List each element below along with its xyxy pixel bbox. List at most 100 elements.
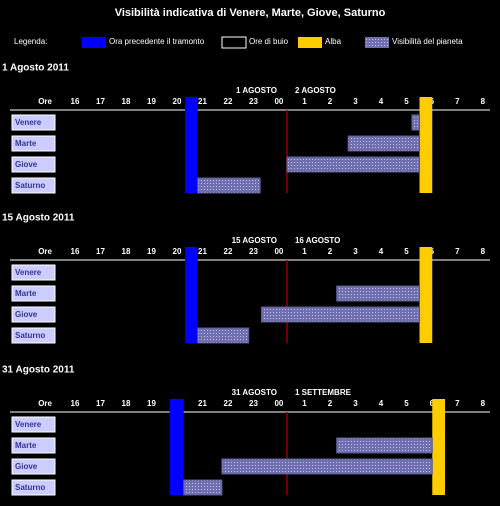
row-label: Saturno	[15, 483, 45, 492]
visibility-bar	[183, 479, 223, 496]
row-label: Giove	[15, 310, 38, 319]
day-label: 1 AGOSTO	[236, 86, 277, 95]
x-tick-label: 21	[198, 247, 207, 256]
row-label: Venere	[15, 118, 42, 127]
visibility-bar	[260, 306, 421, 323]
legend-swatch	[82, 37, 106, 48]
axis-title: Ore	[38, 247, 52, 256]
panel-title: 15 Agosto 2011	[2, 213, 75, 224]
x-tick-label: 1	[302, 399, 307, 408]
visibility-bar	[197, 327, 250, 344]
row-label: Venere	[15, 268, 42, 277]
x-tick-label: 18	[122, 399, 131, 408]
x-tick-label: 7	[455, 97, 460, 106]
x-tick-label: 8	[481, 97, 486, 106]
legend-label: Ora precedente il tramonto	[109, 37, 205, 46]
legend-label: Alba	[325, 37, 342, 46]
x-tick-label: 1	[302, 247, 307, 256]
x-tick-label: 19	[147, 97, 156, 106]
panel-title: 31 Agosto 2011	[2, 365, 75, 376]
x-tick-label: 17	[96, 399, 105, 408]
x-tick-label: 8	[481, 399, 486, 408]
x-tick-label: 17	[96, 247, 105, 256]
row-label-box	[11, 306, 56, 323]
row-label-box	[11, 156, 56, 173]
row-label: Marte	[15, 441, 37, 450]
x-tick-label: 5	[404, 97, 409, 106]
dawn-band	[432, 399, 446, 495]
visibility-bar	[347, 135, 421, 152]
sunset-band	[184, 247, 198, 343]
x-tick-label: 6	[430, 399, 435, 408]
x-tick-label: 5	[404, 399, 409, 408]
day-label: 2 AGOSTO	[295, 86, 336, 95]
x-tick-label: 22	[224, 97, 233, 106]
x-tick-label: 00	[274, 247, 283, 256]
row-label-box	[11, 285, 56, 302]
x-tick-label: 16	[71, 97, 80, 106]
x-tick-label: 3	[353, 399, 358, 408]
row-label-box	[11, 327, 56, 344]
row-label: Marte	[15, 139, 37, 148]
visibility-bar	[197, 177, 261, 194]
row-label-box	[11, 135, 56, 152]
row-label-box	[11, 114, 56, 131]
dawn-band	[419, 247, 433, 343]
day-label: 15 AGOSTO	[232, 236, 277, 245]
row-label-box	[11, 416, 56, 433]
x-tick-label: 23	[249, 247, 258, 256]
legend-title: Legenda:	[14, 37, 47, 46]
x-tick-label: 18	[122, 97, 131, 106]
day-label: 16 AGOSTO	[295, 236, 340, 245]
visibility-bar	[411, 114, 421, 131]
sunset-band	[184, 97, 198, 193]
sunset-band	[169, 399, 184, 495]
x-tick-label: 20	[173, 97, 182, 106]
x-tick-label: 18	[122, 247, 131, 256]
panel-title: 1 Agosto 2011	[2, 63, 69, 74]
x-tick-label: 00	[274, 97, 283, 106]
legend-label: Visibilità del pianeta	[392, 37, 463, 46]
page-title: Visibilità indicativa di Venere, Marte, …	[115, 7, 386, 19]
row-label: Marte	[15, 289, 37, 298]
axis-title: Ore	[38, 97, 52, 106]
x-tick-label: 1	[302, 97, 307, 106]
day-label: 1 SETTEMBRE	[295, 388, 352, 397]
x-tick-label: 7	[455, 399, 460, 408]
row-label-box	[11, 177, 56, 194]
x-tick-label: 16	[71, 399, 80, 408]
row-label: Giove	[15, 160, 38, 169]
legend-swatch	[365, 37, 389, 48]
x-tick-label: 23	[249, 97, 258, 106]
visibility-bar	[221, 458, 433, 475]
x-tick-label: 22	[224, 247, 233, 256]
x-tick-label: 00	[274, 399, 283, 408]
x-tick-label: 19	[147, 247, 156, 256]
x-tick-label: 22	[224, 399, 233, 408]
x-tick-label: 21	[198, 97, 207, 106]
day-label: 31 AGOSTO	[232, 388, 277, 397]
x-tick-label: 21	[198, 399, 207, 408]
x-tick-label: 4	[379, 247, 384, 256]
legend-swatch	[221, 36, 247, 49]
dawn-band	[419, 97, 433, 193]
legend-swatch	[298, 37, 322, 48]
x-tick-label: 4	[379, 97, 384, 106]
x-tick-label: 3	[353, 97, 358, 106]
row-label: Saturno	[15, 331, 45, 340]
x-tick-label: 5	[404, 247, 409, 256]
legend-label: Ore di buio	[249, 37, 289, 46]
x-tick-label: 20	[173, 247, 182, 256]
x-tick-label: 8	[481, 247, 486, 256]
row-label-box	[11, 458, 56, 475]
row-label-box	[11, 437, 56, 454]
x-tick-label: 7	[455, 247, 460, 256]
x-tick-label: 2	[328, 399, 333, 408]
x-tick-label: 16	[71, 247, 80, 256]
row-label-box	[11, 479, 56, 496]
x-tick-label: 3	[353, 247, 358, 256]
x-tick-label: 4	[379, 399, 384, 408]
row-label-box	[11, 264, 56, 281]
